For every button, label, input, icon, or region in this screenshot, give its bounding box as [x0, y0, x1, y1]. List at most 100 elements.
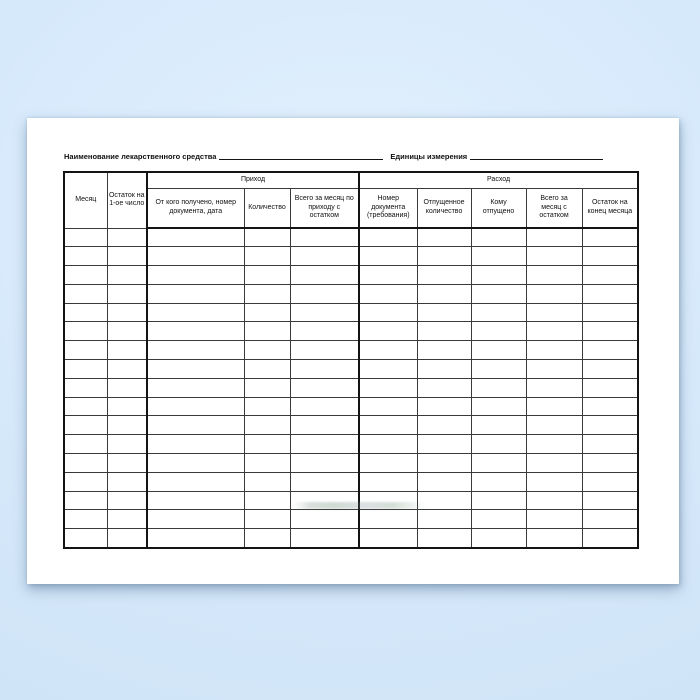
empty-cell: [243, 453, 291, 473]
empty-cell: [358, 359, 418, 379]
document-header: Наименование лекарственного средства Еди…: [64, 150, 604, 160]
empty-cell: [243, 377, 291, 398]
table-row: [63, 359, 639, 379]
col-header-balance-on-first: Остаток на 1-ое число: [106, 171, 148, 229]
empty-cell: [243, 321, 291, 342]
empty-cell: [525, 321, 583, 342]
empty-cell: [146, 246, 245, 267]
table-body: [63, 227, 639, 549]
empty-cell: [581, 434, 639, 455]
empty-cell: [289, 283, 360, 304]
empty-cell: [106, 434, 148, 455]
empty-cell: [146, 528, 245, 549]
empty-cell: [63, 471, 108, 492]
empty-cell: [289, 377, 360, 398]
empty-cell: [63, 321, 108, 342]
empty-cell: [358, 377, 418, 398]
empty-cell: [106, 396, 148, 417]
empty-cell: [146, 227, 245, 248]
empty-cell: [525, 434, 583, 455]
empty-cell: [289, 396, 360, 417]
empty-cell: [146, 377, 245, 398]
empty-cell: [63, 359, 108, 379]
empty-cell: [63, 302, 108, 323]
empty-cell: [525, 415, 583, 436]
empty-cell: [470, 453, 527, 473]
col-header-document-number: Номер документа (требования): [358, 187, 418, 229]
empty-cell: [63, 490, 108, 511]
empty-cell: [243, 283, 291, 304]
empty-cell: [63, 246, 108, 267]
empty-cell: [146, 359, 245, 379]
empty-cell: [106, 227, 148, 248]
empty-cell: [358, 340, 418, 361]
empty-cell: [289, 265, 360, 285]
empty-cell: [63, 265, 108, 285]
empty-cell: [416, 340, 472, 361]
empty-cell: [106, 471, 148, 492]
empty-cell: [106, 283, 148, 304]
empty-cell: [289, 246, 360, 267]
empty-cell: [63, 434, 108, 455]
table-row: [63, 377, 639, 398]
table-row: [63, 283, 639, 304]
col-header-month-total-income: Всего за месяц по приходу с остатком: [289, 187, 360, 229]
empty-cell: [581, 396, 639, 417]
empty-cell: [581, 377, 639, 398]
empty-cell: [106, 321, 148, 342]
empty-cell: [146, 509, 245, 530]
empty-cell: [470, 509, 527, 530]
empty-cell: [581, 509, 639, 530]
empty-cell: [358, 490, 418, 511]
empty-cell: [416, 283, 472, 304]
empty-cell: [289, 321, 360, 342]
empty-cell: [289, 359, 360, 379]
empty-cell: [106, 302, 148, 323]
empty-cell: [243, 246, 291, 267]
empty-cell: [416, 396, 472, 417]
empty-cell: [358, 227, 418, 248]
col-header-dispensed-to: Кому отпущено: [470, 187, 527, 229]
empty-cell: [470, 415, 527, 436]
empty-cell: [63, 528, 108, 549]
empty-cell: [581, 471, 639, 492]
empty-cell: [358, 471, 418, 492]
table-row: [63, 246, 639, 267]
empty-cell: [243, 227, 291, 248]
empty-cell: [416, 415, 472, 436]
empty-cell: [358, 246, 418, 267]
table-row: [63, 321, 639, 342]
table-row: [63, 471, 639, 492]
empty-cell: [525, 359, 583, 379]
empty-cell: [243, 396, 291, 417]
empty-cell: [146, 453, 245, 473]
empty-cell: [525, 340, 583, 361]
col-header-received-from: От кого получено, номер документа, дата: [146, 187, 245, 229]
col-header-quantity: Количество: [243, 187, 291, 229]
empty-cell: [470, 377, 527, 398]
empty-cell: [146, 321, 245, 342]
empty-cell: [243, 340, 291, 361]
empty-cell: [581, 359, 639, 379]
empty-cell: [106, 509, 148, 530]
table-row: [63, 490, 639, 511]
empty-cell: [416, 227, 472, 248]
empty-cell: [63, 283, 108, 304]
empty-cell: [243, 302, 291, 323]
empty-cell: [243, 471, 291, 492]
empty-cell: [243, 265, 291, 285]
empty-cell: [525, 471, 583, 492]
empty-cell: [525, 453, 583, 473]
empty-cell: [470, 227, 527, 248]
empty-cell: [470, 246, 527, 267]
empty-cell: [470, 340, 527, 361]
table-row: [63, 340, 639, 361]
empty-cell: [525, 377, 583, 398]
empty-cell: [525, 283, 583, 304]
empty-cell: [106, 377, 148, 398]
empty-cell: [106, 528, 148, 549]
units-blank-line: [470, 151, 604, 160]
empty-cell: [416, 509, 472, 530]
empty-cell: [146, 265, 245, 285]
table-row: [63, 415, 639, 436]
